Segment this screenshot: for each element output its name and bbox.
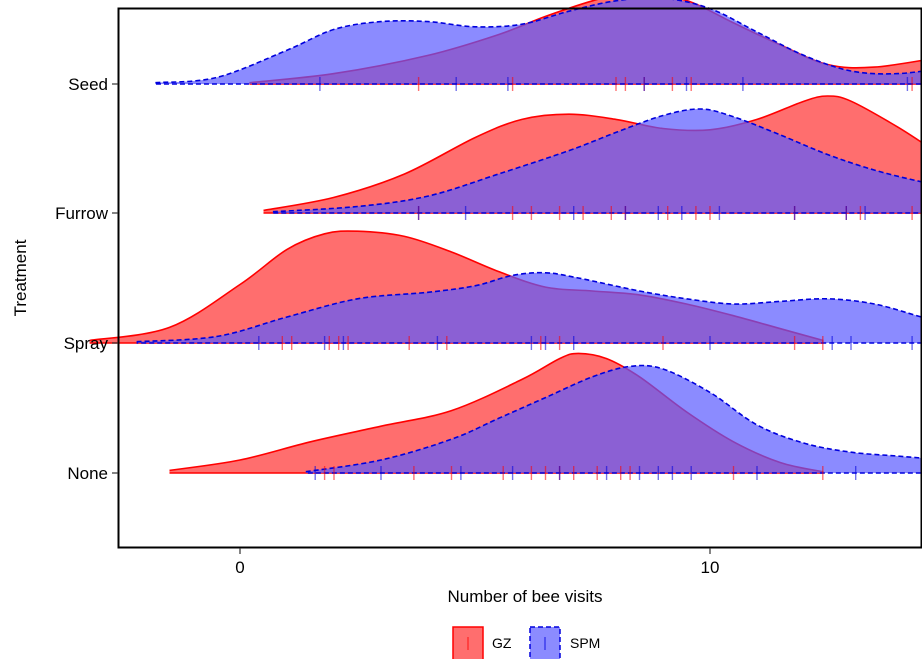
x-tick-label-10: 10 (701, 558, 720, 577)
density-layer (89, 0, 922, 474)
x-tick-label-0: 0 (235, 558, 244, 577)
density-outline-spm-spray (136, 271, 922, 344)
density-area-spm-none (305, 365, 922, 473)
density-area-spm-furrow (272, 108, 922, 213)
legend-label-gz: GZ (492, 635, 512, 651)
x-axis: 01020 (235, 548, 720, 577)
y-tick-label-seed: Seed (68, 75, 108, 94)
density-outline-spm-furrow (272, 108, 922, 214)
density-area-spm-spray (136, 272, 922, 343)
y-tick-label-spray: Spray (64, 334, 109, 353)
legend-label-spm: SPM (570, 635, 600, 651)
density-outline-spm-none (305, 364, 922, 474)
y-axis: None Spray Furrow Seed (55, 75, 118, 483)
density-outline-spm-seed (155, 0, 922, 85)
y-tick-label-furrow: Furrow (55, 204, 109, 223)
rug-layer (258, 77, 913, 480)
density-area-spm-seed (155, 0, 922, 84)
legend: GZ SPM (452, 626, 600, 659)
x-axis-title: Number of bee visits (448, 587, 603, 606)
y-axis-title: Treatment (11, 239, 30, 316)
y-tick-label-none: None (67, 464, 108, 483)
